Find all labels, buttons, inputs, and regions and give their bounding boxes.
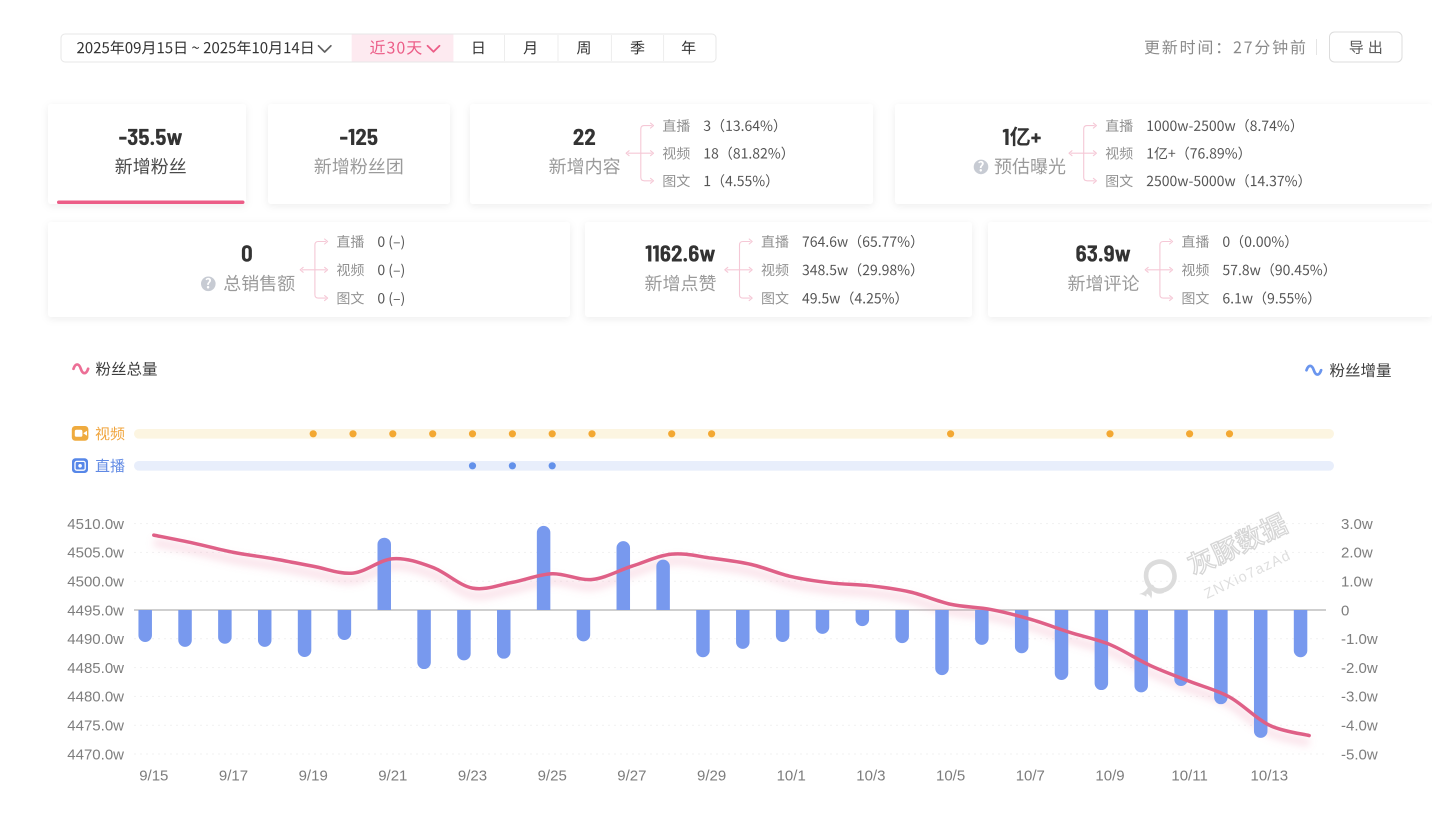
svg-text:9/27: 9/27 [617, 768, 646, 785]
svg-text:9/29: 9/29 [697, 768, 726, 785]
svg-text:9/25: 9/25 [538, 768, 567, 785]
svg-text:1.0w: 1.0w [1341, 574, 1373, 591]
svg-text:4475.0w: 4475.0w [67, 718, 124, 735]
svg-text:9/15: 9/15 [139, 768, 168, 785]
svg-text:-4.0w: -4.0w [1341, 718, 1378, 735]
svg-text:0: 0 [1341, 602, 1349, 619]
svg-text:9/19: 9/19 [299, 768, 328, 785]
svg-text:-3.0w: -3.0w [1341, 689, 1378, 706]
svg-text:4495.0w: 4495.0w [67, 602, 124, 619]
svg-text:4510.0w: 4510.0w [67, 516, 124, 533]
svg-text:-5.0w: -5.0w [1341, 746, 1378, 763]
svg-text:4470.0w: 4470.0w [67, 746, 124, 763]
svg-text:9/17: 9/17 [219, 768, 248, 785]
svg-text:4480.0w: 4480.0w [67, 689, 124, 706]
svg-text:10/9: 10/9 [1095, 768, 1124, 785]
svg-text:3.0w: 3.0w [1341, 516, 1373, 533]
svg-text:10/13: 10/13 [1251, 768, 1289, 785]
svg-text:4505.0w: 4505.0w [67, 545, 124, 562]
svg-text:4490.0w: 4490.0w [67, 631, 124, 648]
svg-text:10/7: 10/7 [1016, 768, 1045, 785]
svg-text:-2.0w: -2.0w [1341, 660, 1378, 677]
svg-text:2.0w: 2.0w [1341, 545, 1373, 562]
svg-text:10/3: 10/3 [856, 768, 885, 785]
svg-text:4500.0w: 4500.0w [67, 574, 124, 591]
svg-text:10/1: 10/1 [777, 768, 806, 785]
svg-text:-1.0w: -1.0w [1341, 631, 1378, 648]
svg-text:10/11: 10/11 [1171, 768, 1207, 785]
svg-text:9/23: 9/23 [458, 768, 487, 785]
svg-text:10/5: 10/5 [936, 768, 965, 785]
svg-text:9/21: 9/21 [378, 768, 407, 785]
svg-text:4485.0w: 4485.0w [67, 660, 124, 677]
